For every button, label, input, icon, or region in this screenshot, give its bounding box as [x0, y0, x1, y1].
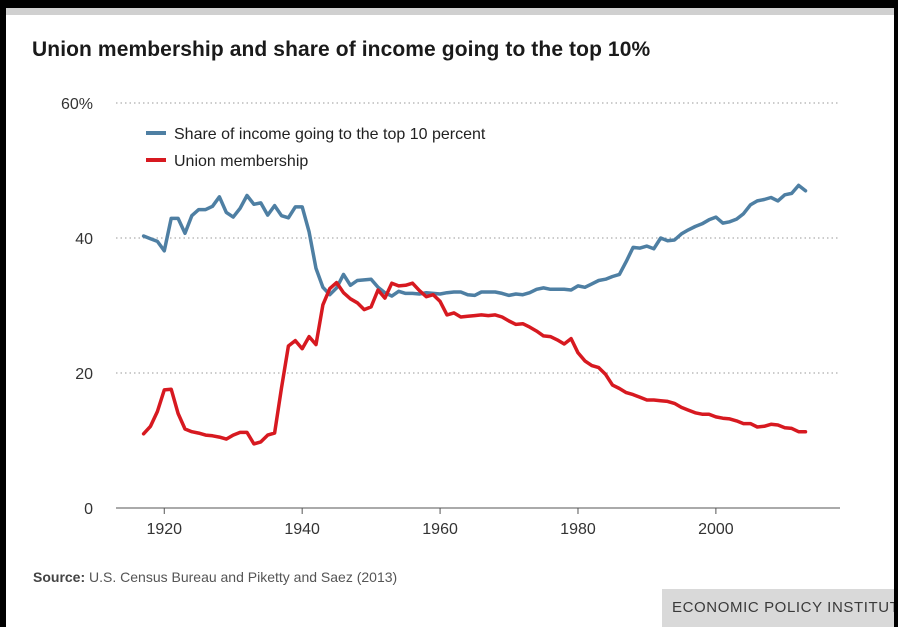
x-tick-label-1940: 1940	[284, 521, 320, 538]
brand-name: ECONOMIC POLICY INSTITUTE	[672, 599, 894, 616]
y-tick-label-40: 40	[75, 231, 93, 248]
source-label: Source:	[33, 569, 86, 585]
chart-title: Union membership and share of income goi…	[32, 38, 651, 61]
x-tick-label-1960: 1960	[422, 521, 458, 538]
x-tick-label-1980: 1980	[560, 521, 596, 538]
y-tick-label-20: 20	[75, 366, 93, 383]
y-tick-label-0: 0	[84, 501, 93, 518]
line-chart: 0 20 40 60% 1920 1940 1960 1980 2000 Share of inc…	[61, 96, 840, 538]
brand-badge: ECONOMIC POLICY INSTITUTE	[662, 589, 894, 627]
x-tick-label-1920: 1920	[146, 521, 182, 538]
top-accent-bar	[6, 8, 894, 15]
source-note: Source: U.S. Census Bureau and Piketty a…	[33, 569, 397, 585]
y-tick-label-60: 60%	[61, 96, 93, 113]
legend-label-0: Share of income going to the top 10 perc…	[174, 126, 486, 143]
x-tick-label-2000: 2000	[698, 521, 734, 538]
source-text: U.S. Census Bureau and Piketty and Saez …	[89, 569, 398, 585]
legend-label-1: Union membership	[174, 153, 308, 170]
series-line-top10-share	[141, 183, 808, 298]
chart-panel: Union membership and share of income goi…	[6, 8, 894, 627]
series-line-union-membership	[141, 280, 808, 446]
